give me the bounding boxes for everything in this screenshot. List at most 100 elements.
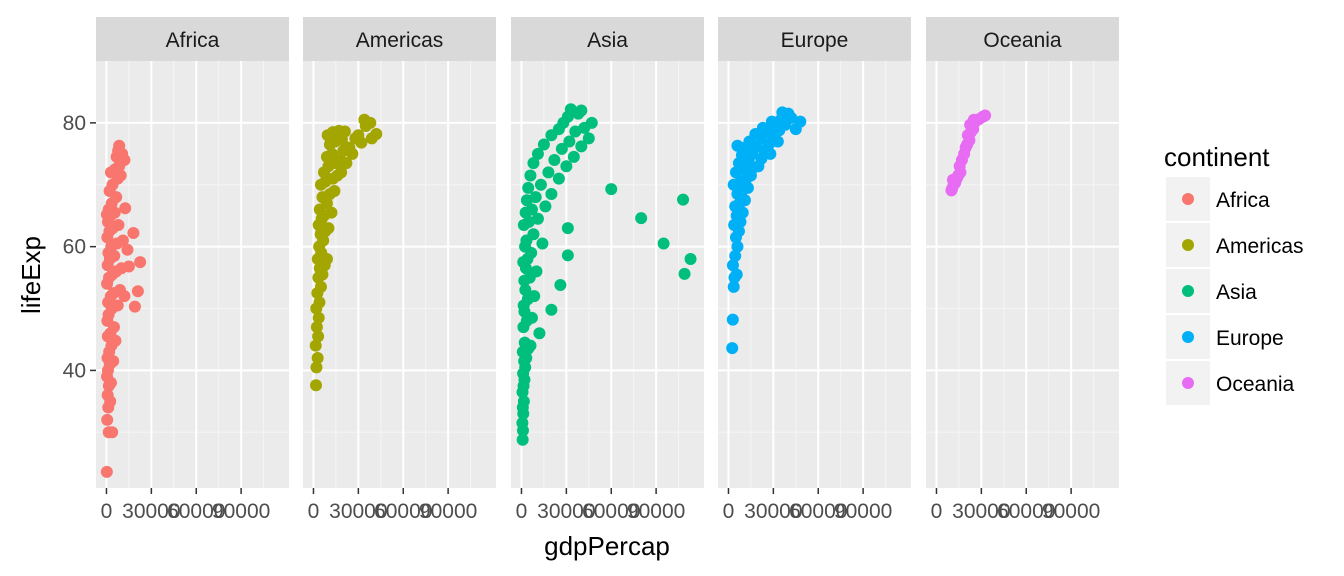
x-tick-label: 90000	[834, 500, 892, 523]
panel-background	[96, 61, 289, 488]
legend-swatch	[1182, 285, 1194, 297]
data-point	[545, 303, 558, 316]
data-point	[756, 121, 769, 134]
data-point	[325, 206, 338, 219]
data-point	[314, 280, 327, 293]
data-point	[531, 147, 544, 160]
data-point	[328, 184, 341, 197]
x-tick-label: 0	[723, 500, 735, 523]
data-point	[731, 139, 744, 152]
data-point	[121, 243, 134, 256]
data-point	[118, 290, 131, 303]
data-point	[524, 169, 537, 182]
data-point	[134, 256, 147, 269]
data-point	[585, 116, 598, 129]
data-point	[677, 193, 690, 206]
data-point	[530, 265, 543, 278]
x-tick-label: 90000	[627, 500, 685, 523]
x-tick-label: 90000	[212, 500, 270, 523]
data-point	[569, 125, 582, 138]
facet-panel-oceania: Oceania	[926, 17, 1119, 488]
data-point	[528, 290, 541, 303]
x-tick-label: 30000	[952, 500, 1010, 523]
data-point	[605, 183, 618, 196]
data-point	[635, 212, 648, 225]
data-point	[657, 237, 670, 250]
data-point	[789, 123, 802, 136]
data-point	[684, 253, 697, 266]
x-axis-title: gdpPercap	[544, 531, 670, 561]
data-point	[310, 379, 323, 392]
data-point	[729, 249, 742, 262]
data-point	[730, 268, 743, 281]
legend-label: Asia	[1216, 281, 1257, 304]
data-point	[548, 154, 561, 167]
legend-item-africa: Africa	[1166, 177, 1270, 221]
data-point	[555, 142, 568, 155]
panel-background	[926, 61, 1119, 488]
data-point	[312, 330, 325, 343]
data-point	[112, 218, 125, 231]
data-point	[531, 212, 544, 225]
data-point	[979, 109, 992, 122]
facet-strip-label: Africa	[166, 29, 220, 52]
legend: continent Africa Americas Asia Europe Oceani…	[1164, 142, 1304, 405]
data-point	[365, 132, 378, 145]
data-point	[575, 104, 588, 117]
data-point	[114, 155, 127, 168]
x-tick-label: 30000	[537, 500, 595, 523]
data-point	[731, 240, 744, 253]
data-point	[346, 147, 359, 160]
data-point	[726, 259, 739, 272]
legend-label: Europe	[1216, 327, 1284, 350]
data-point	[537, 138, 550, 151]
data-point	[127, 227, 140, 240]
data-point	[560, 160, 573, 173]
x-tick-label: 60000	[997, 500, 1055, 523]
data-point	[542, 166, 555, 179]
data-point	[128, 300, 141, 313]
data-point	[311, 352, 324, 365]
data-point	[119, 202, 132, 215]
data-point	[313, 296, 326, 309]
facet-strip-label: Asia	[587, 29, 628, 52]
legend-title: continent	[1164, 142, 1270, 172]
facet-strip-label: Europe	[781, 29, 849, 52]
data-point	[338, 125, 351, 138]
legend-label: Africa	[1216, 189, 1270, 212]
data-point	[322, 222, 335, 235]
x-tick-label: 60000	[789, 500, 847, 523]
x-tick-label: 0	[516, 500, 528, 523]
data-point	[320, 253, 333, 266]
data-point	[765, 115, 778, 128]
data-point	[727, 280, 740, 293]
data-point	[678, 267, 691, 280]
data-point	[516, 433, 529, 446]
facet-strip-label: Oceania	[983, 29, 1062, 52]
data-point	[527, 228, 540, 241]
y-tick-label: 60	[63, 236, 86, 259]
facet-strip	[96, 17, 289, 61]
facet-strip	[718, 17, 911, 61]
data-point	[567, 150, 580, 163]
data-point	[116, 234, 129, 247]
data-point	[131, 285, 144, 298]
facet-panel-europe: Europe	[718, 17, 911, 488]
data-point	[563, 135, 576, 148]
data-point	[582, 132, 595, 145]
legend-swatch	[1182, 239, 1194, 251]
data-point	[101, 413, 114, 426]
data-point	[561, 249, 574, 262]
y-tick-label: 80	[63, 112, 86, 135]
data-point	[309, 339, 322, 352]
data-point	[552, 172, 565, 185]
data-point	[534, 178, 547, 191]
data-point	[100, 465, 113, 478]
panel-background	[718, 61, 911, 488]
y-axis-title: lifeExp	[16, 236, 46, 314]
legend-swatch	[1182, 377, 1194, 389]
facet-strip	[303, 17, 496, 61]
data-point	[335, 166, 348, 179]
data-point	[358, 113, 371, 126]
